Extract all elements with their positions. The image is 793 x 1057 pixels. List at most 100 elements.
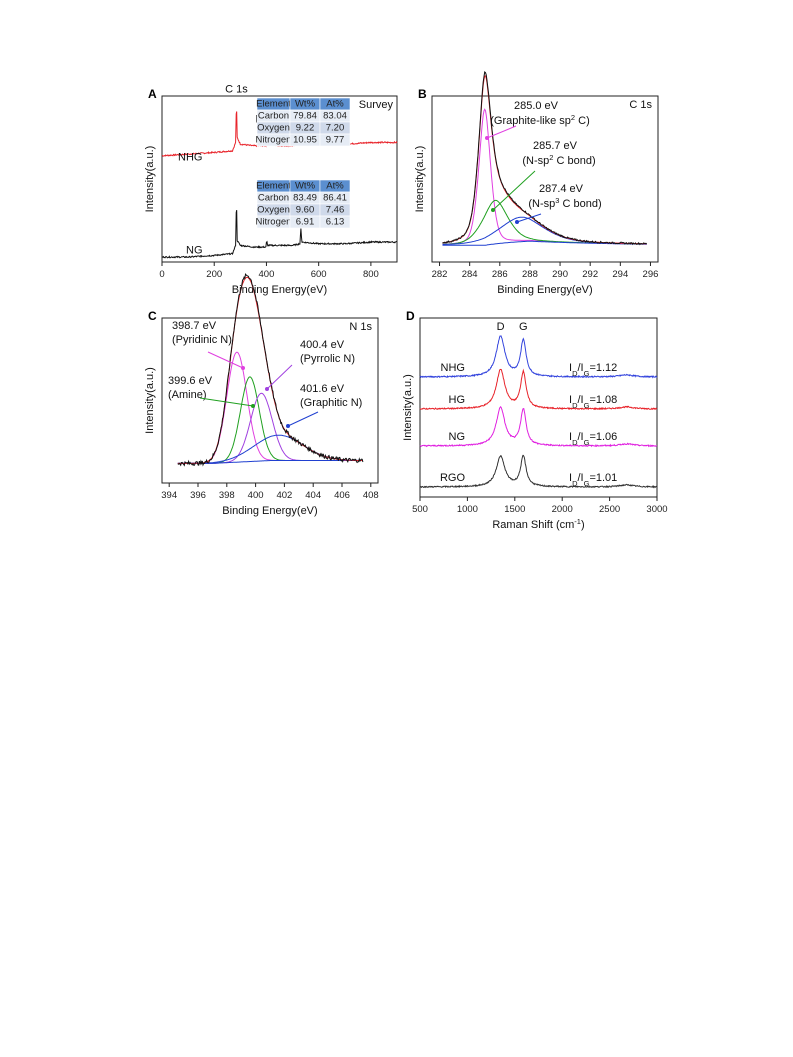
text-segment: G bbox=[584, 369, 590, 378]
x-tick-label: 284 bbox=[462, 269, 478, 280]
raw-data-line bbox=[177, 272, 364, 467]
series-label: NHG bbox=[178, 152, 202, 164]
panel-letter: C bbox=[148, 309, 157, 323]
peak-energy-label: 287.4 eV bbox=[539, 183, 584, 195]
x-tick-label: 406 bbox=[334, 490, 350, 501]
arrow-head bbox=[515, 220, 519, 224]
table-cell-text: Oxygen bbox=[257, 205, 290, 216]
panel-c: 394 396 398 400 402 404 406 408 C Intensity(a.u.)… bbox=[144, 272, 379, 517]
text-segment: =1.08 bbox=[589, 394, 617, 406]
x-tick-label: 500 bbox=[412, 504, 428, 515]
x-tick-label: 402 bbox=[276, 490, 292, 501]
x-tick-label: 286 bbox=[492, 269, 508, 280]
peak-energy-label: 285.0 eV bbox=[514, 100, 559, 112]
plot-frame bbox=[431, 95, 659, 263]
intensity-ratio-label: ID/IG=1.08 bbox=[569, 394, 617, 410]
component-peak bbox=[442, 108, 647, 245]
x-tick-label: 600 bbox=[311, 269, 327, 280]
x-tick-label: 404 bbox=[305, 490, 321, 501]
arrow-head bbox=[491, 208, 495, 212]
y-axis-label: Intensity(a.u.) bbox=[414, 146, 426, 213]
x-axis-label: Binding Energy(eV) bbox=[222, 505, 317, 517]
table-cell-text: Nitrogen bbox=[256, 217, 292, 228]
table-cell-text: 9.60 bbox=[296, 205, 315, 216]
arrow-head bbox=[241, 366, 245, 370]
table-cell-text: 6.91 bbox=[296, 217, 315, 228]
text-segment: =1.12 bbox=[589, 362, 617, 374]
table-header-text: Wt% bbox=[295, 181, 316, 192]
panel-b: 282 284 286 288 290 292 294 296 B Intensity(a.u.)… bbox=[414, 71, 659, 296]
text-segment: =1.01 bbox=[589, 472, 617, 484]
x-tick-label: 296 bbox=[643, 269, 659, 280]
table-cell-text: 6.13 bbox=[326, 217, 345, 228]
plot-frame bbox=[161, 95, 398, 263]
table-cell bbox=[319, 215, 351, 229]
text-segment: (N-sp bbox=[528, 198, 555, 210]
raman-line-ng bbox=[419, 406, 658, 448]
panel-title: Survey bbox=[359, 99, 394, 111]
text-segment: C bond) bbox=[559, 198, 601, 210]
peak-energy-label: 399.6 eV bbox=[168, 375, 213, 387]
table-cell-text: 10.95 bbox=[293, 135, 317, 146]
baseline-line bbox=[177, 460, 363, 464]
x-tick-label: 282 bbox=[432, 269, 448, 280]
text-segment: 3 bbox=[555, 196, 559, 205]
peak-energy-label: 400.4 eV bbox=[300, 339, 345, 351]
annotation-arrow bbox=[486, 125, 517, 139]
table-cell-text: 83.49 bbox=[293, 193, 317, 204]
plot-frame bbox=[419, 317, 658, 498]
annotation-arrow bbox=[207, 351, 244, 369]
peak-assignment-label: (Graphite-like sp2 C) bbox=[490, 113, 590, 128]
table-header-text: Element bbox=[256, 181, 291, 192]
peak-assignment-label: (N-sp3 C bond) bbox=[528, 196, 601, 211]
table-cell bbox=[319, 133, 351, 147]
text-segment: D bbox=[572, 369, 578, 378]
text-segment: /I bbox=[577, 394, 583, 406]
table-header-text: At% bbox=[326, 99, 344, 110]
x-tick-label: 288 bbox=[522, 269, 538, 280]
panel-letter: B bbox=[418, 87, 427, 101]
text-segment: (N-sp bbox=[522, 155, 549, 167]
text-segment: 2 bbox=[549, 153, 553, 162]
intensity-ratio-label: ID/IG=1.12 bbox=[569, 362, 617, 378]
band-label: G bbox=[519, 321, 528, 333]
series-label: NHG bbox=[441, 362, 465, 374]
x-tick-label: 394 bbox=[161, 490, 177, 501]
x-axis-label: Raman Shift (cm-1) bbox=[492, 517, 584, 532]
raman-line-nhg bbox=[419, 335, 658, 379]
table-header-text: Wt% bbox=[295, 99, 316, 110]
table-cell-text: Carbon bbox=[258, 193, 289, 204]
arrow-head bbox=[265, 387, 269, 391]
table-cell-text: 7.20 bbox=[326, 123, 345, 134]
table-cell-text: 83.04 bbox=[323, 111, 347, 122]
panel-letter: A bbox=[148, 87, 157, 101]
x-tick-label: 3000 bbox=[646, 504, 667, 515]
annotation-arrow bbox=[492, 170, 536, 211]
arrow-head bbox=[251, 404, 255, 408]
text-segment: D bbox=[572, 479, 578, 488]
x-tick-label: 2000 bbox=[552, 504, 573, 515]
peak-assignment-label: (Graphitic N) bbox=[300, 397, 362, 409]
text-segment: G bbox=[584, 401, 590, 410]
text-segment: D bbox=[572, 438, 578, 447]
baseline-line bbox=[442, 240, 647, 246]
text-segment: I bbox=[569, 362, 572, 374]
text-segment: C) bbox=[575, 115, 590, 127]
intensity-ratio-label: ID/IG=1.01 bbox=[569, 472, 617, 488]
table-header-text: Element bbox=[256, 99, 291, 110]
table-cell-text: 9.22 bbox=[296, 123, 315, 134]
table-cell-text: 9.77 bbox=[326, 135, 345, 146]
series-line-ng bbox=[161, 210, 398, 259]
x-tick-label: 292 bbox=[582, 269, 598, 280]
y-axis-label: Intensity(a.u.) bbox=[144, 146, 156, 213]
peak-label: C 1s bbox=[225, 84, 248, 96]
text-segment: I bbox=[569, 431, 572, 443]
text-segment: Raman Shift (cm bbox=[492, 519, 574, 531]
panel-title: N 1s bbox=[349, 321, 372, 333]
x-axis-label: Binding Energy(eV) bbox=[232, 284, 327, 296]
text-segment: =1.06 bbox=[589, 431, 617, 443]
series-label: HG bbox=[449, 394, 466, 406]
peak-assignment-label: (Amine) bbox=[168, 389, 207, 401]
x-tick-label: 200 bbox=[206, 269, 222, 280]
